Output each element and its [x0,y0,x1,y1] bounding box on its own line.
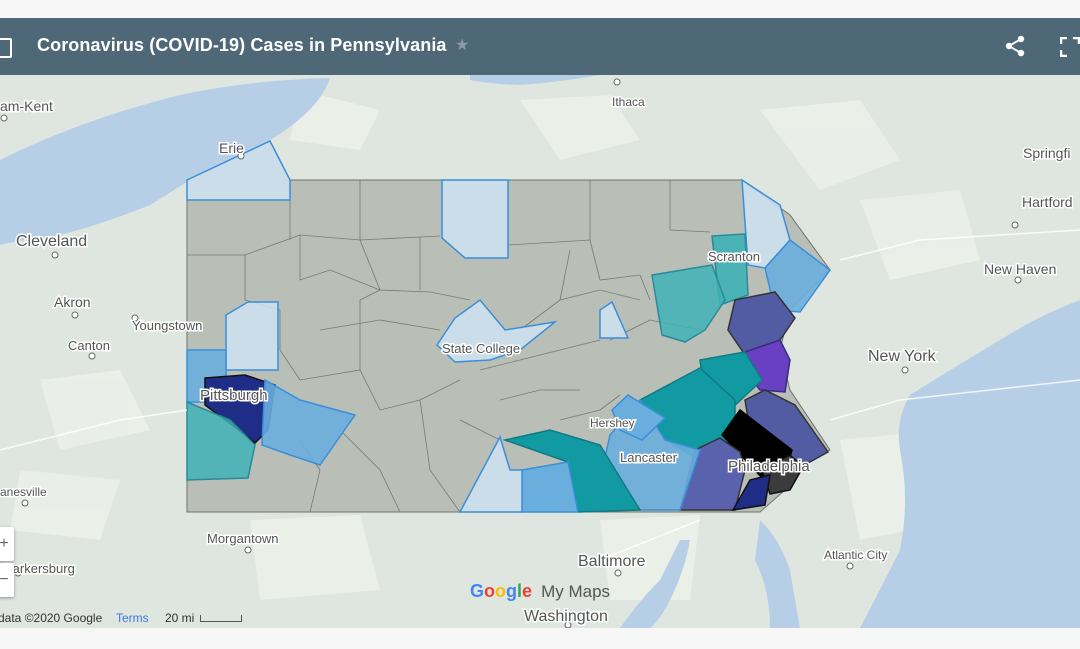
county-lebanon [611,394,667,441]
lake-erie [0,78,330,245]
place-label: Scranton [708,249,760,264]
county-butler [225,301,279,371]
scale-label: 20 mi [165,611,195,625]
place-label: Canton [68,338,110,353]
place-labels: am-Kent Erie Ithaca Springfi Hartford Cl… [0,94,1074,627]
county-allegheny [204,374,276,444]
place-label: New York [868,348,937,365]
map-canvas[interactable]: am-Kent Erie Ithaca Springfi Hartford Cl… [0,18,1080,628]
county-delaware [731,473,771,511]
county-franklin [458,435,523,513]
place-label: Hartford [1022,194,1073,210]
terms-link[interactable]: Terms [116,611,149,625]
county-adams [521,461,579,513]
google-logo-text: Google [470,581,533,601]
county-westmoreland [261,378,357,466]
google-my-maps-logo: Google My Maps [470,581,610,602]
delaware-bay [755,520,800,628]
map-svg: am-Kent Erie Ithaca Springfi Hartford Cl… [0,18,1080,628]
place-label: Washington [524,608,608,625]
lake-ontario [470,75,600,85]
county-philadelphia [761,454,804,495]
county-centre [436,298,558,363]
county-erie [186,140,291,201]
place-label: Youngstown [132,318,202,333]
share-icon[interactable] [1004,35,1026,57]
county-tioga [441,179,509,259]
place-label: Hershey [590,416,635,430]
place-label: Atlantic City [824,548,887,562]
place-label: am-Kent [0,98,53,114]
place-label: New Haven [984,261,1056,277]
place-label: Akron [54,294,91,310]
my-maps-text: My Maps [541,582,611,601]
atlantic-ocean [860,270,1080,628]
place-label: Philadelphia [728,458,810,475]
city-dots [0,78,1022,628]
star-icon[interactable]: ★ [455,37,470,54]
long-island [915,278,1080,352]
map-title: Coronavirus (COVID-19) Cases in Pennsylv… [37,35,447,55]
zoom-in-button[interactable]: + [0,527,14,561]
roads [0,229,1080,561]
place-label: State College [442,341,520,356]
legend-toggle-icon[interactable] [0,38,12,58]
county-fills [186,140,832,513]
map-data-attribution: data ©2020 Google [0,611,103,625]
place-label: anesville [0,485,47,499]
place-label: Pittsburgh [200,387,268,404]
map-header: Coronavirus (COVID-19) Cases in Pennsylv… [0,18,1080,75]
place-label: Ithaca [612,95,645,109]
place-label: Lancaster [620,450,678,465]
place-label: Baltimore [578,553,646,570]
chesapeake-bay [620,540,690,628]
place-label: Parkersburg [4,561,75,576]
place-label: Cleveland [16,233,87,250]
scale-bar [200,615,242,622]
county-union [599,300,630,339]
county-washington [186,400,256,481]
place-label: Erie [219,140,244,156]
place-label: Springfi [1023,145,1070,161]
fullscreen-icon[interactable] [1060,37,1080,57]
zoom-out-button[interactable]: − [0,563,14,597]
place-label: Morgantown [207,531,279,546]
county-luzerne [651,264,726,343]
